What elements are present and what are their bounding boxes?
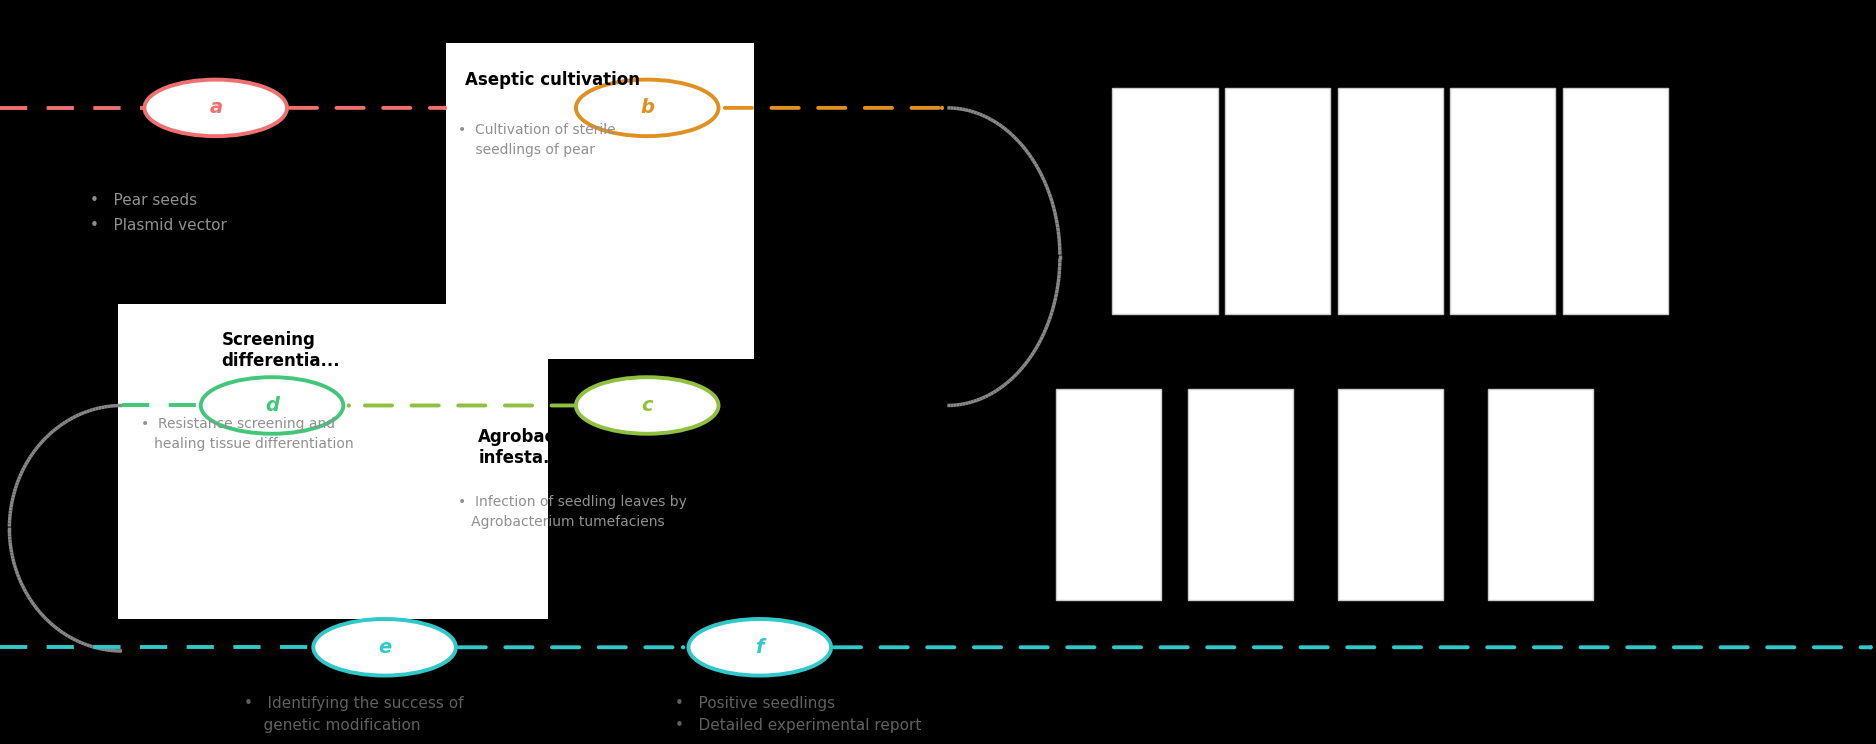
Circle shape [144,80,287,136]
FancyBboxPatch shape [1225,88,1330,314]
Text: •  Infection of seedling leaves by
   Agrobacterium tumefaciens: • Infection of seedling leaves by Agroba… [458,495,687,530]
Text: •  Cultivation of sterile
    seedlings of pear: • Cultivation of sterile seedlings of pe… [458,123,615,158]
Circle shape [576,80,719,136]
Text: b: b [640,98,655,118]
FancyBboxPatch shape [1338,389,1443,600]
Text: e: e [377,638,392,657]
FancyBboxPatch shape [1450,88,1555,314]
FancyBboxPatch shape [1056,389,1161,600]
FancyBboxPatch shape [118,304,548,619]
FancyBboxPatch shape [1563,88,1668,314]
Text: f: f [756,638,764,657]
FancyBboxPatch shape [1488,389,1593,600]
Circle shape [313,619,456,676]
Text: Aseptic cultivation: Aseptic cultivation [465,71,640,89]
Circle shape [688,619,831,676]
Circle shape [576,377,719,434]
Text: a: a [210,98,221,118]
Text: •  Resistance screening and
   healing tissue differentiation: • Resistance screening and healing tissu… [141,417,353,452]
FancyBboxPatch shape [1188,389,1293,600]
Text: d: d [265,396,280,415]
Text: •   Pear seeds
•   Plasmid vector: • Pear seeds • Plasmid vector [90,193,227,233]
Text: c: c [642,396,653,415]
FancyBboxPatch shape [1112,88,1218,314]
Text: Agrobacte...
infesta...: Agrobacte... infesta... [478,428,595,466]
FancyBboxPatch shape [1338,88,1443,314]
Text: Screening
differentia...: Screening differentia... [221,331,340,370]
FancyBboxPatch shape [446,43,754,359]
Text: •   Positive seedlings
•   Detailed experimental report: • Positive seedlings • Detailed experime… [675,696,921,733]
Circle shape [201,377,343,434]
Text: •   Identifying the success of
    genetic modification: • Identifying the success of genetic mod… [244,696,463,733]
